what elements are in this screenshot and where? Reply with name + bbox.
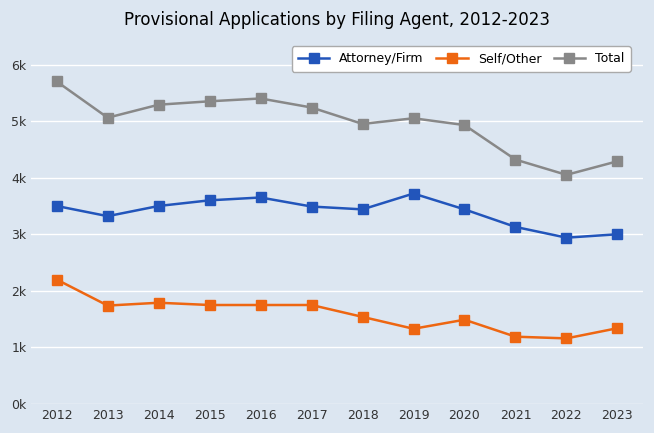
Total — [155, 102, 163, 107]
Total — [206, 99, 214, 104]
Attorney/Firm — [562, 235, 570, 240]
Attorney/Firm — [613, 232, 621, 237]
Total — [511, 157, 519, 162]
Self/Other — [511, 334, 519, 339]
Attorney/Firm — [511, 224, 519, 229]
Self/Other — [460, 317, 468, 322]
Self/Other — [562, 336, 570, 341]
Total — [358, 121, 366, 126]
Attorney/Firm — [206, 198, 214, 203]
Self/Other — [256, 302, 264, 307]
Attorney/Firm — [155, 204, 163, 209]
Self/Other — [104, 303, 112, 308]
Attorney/Firm — [53, 204, 61, 209]
Total — [460, 123, 468, 128]
Total — [562, 172, 570, 178]
Total — [307, 105, 315, 110]
Line: Total: Total — [52, 77, 622, 180]
Attorney/Firm — [409, 191, 417, 196]
Attorney/Firm — [358, 207, 366, 212]
Attorney/Firm — [307, 204, 315, 209]
Total — [104, 115, 112, 120]
Self/Other — [307, 302, 315, 307]
Self/Other — [155, 300, 163, 305]
Self/Other — [409, 326, 417, 331]
Self/Other — [613, 326, 621, 331]
Attorney/Firm — [256, 195, 264, 200]
Total — [256, 96, 264, 101]
Self/Other — [206, 302, 214, 307]
Self/Other — [358, 314, 366, 320]
Total — [53, 79, 61, 84]
Line: Attorney/Firm: Attorney/Firm — [52, 189, 622, 242]
Total — [409, 116, 417, 121]
Title: Provisional Applications by Filing Agent, 2012-2023: Provisional Applications by Filing Agent… — [124, 11, 550, 29]
Total — [613, 158, 621, 164]
Attorney/Firm — [460, 207, 468, 212]
Self/Other — [53, 277, 61, 282]
Attorney/Firm — [104, 213, 112, 219]
Legend: Attorney/Firm, Self/Other, Total: Attorney/Firm, Self/Other, Total — [292, 46, 630, 71]
Line: Self/Other: Self/Other — [52, 275, 622, 343]
